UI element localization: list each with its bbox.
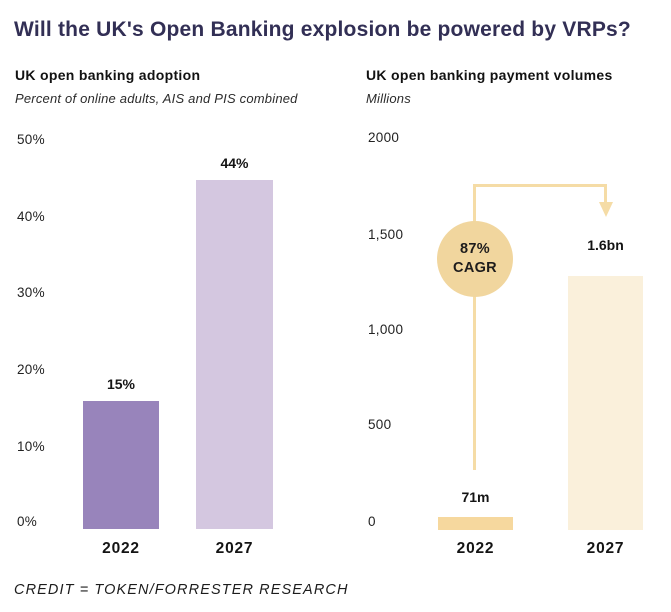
cagr-annotation-line2: CAGR xyxy=(453,260,497,276)
adoption-value-label-2022: 15% xyxy=(106,376,136,392)
cagr-annotation-badge: 87% CAGR xyxy=(437,221,513,297)
volumes-chart-subtitle: Millions xyxy=(366,91,411,106)
cagr-arrow-left-segment xyxy=(473,184,476,470)
adoption-y-tick-50: 50% xyxy=(17,132,45,147)
adoption-bar-2022 xyxy=(83,401,159,529)
volumes-category-2022: 2022 xyxy=(456,540,495,557)
adoption-category-2027: 2027 xyxy=(215,540,254,557)
cagr-arrow-head-icon xyxy=(599,202,613,217)
adoption-y-tick-20: 20% xyxy=(17,362,45,377)
volumes-category-2027: 2027 xyxy=(586,540,625,557)
volumes-y-tick-500: 500 xyxy=(368,417,392,432)
page-title: Will the UK's Open Banking explosion be … xyxy=(14,18,631,41)
volumes-bar-2022 xyxy=(438,516,513,530)
volumes-value-label-2027: 1.6bn xyxy=(587,237,624,253)
adoption-y-tick-30: 30% xyxy=(17,285,45,300)
volumes-bar-2027 xyxy=(568,275,643,530)
volumes-chart-title: UK open banking payment volumes xyxy=(366,67,613,83)
adoption-chart-title: UK open banking adoption xyxy=(15,67,201,83)
adoption-bar-2027 xyxy=(196,180,273,529)
volumes-y-tick-2000: 2000 xyxy=(368,130,400,145)
adoption-y-tick-40: 40% xyxy=(17,209,45,224)
volumes-value-label-2022: 71m xyxy=(461,489,490,505)
adoption-value-label-2027: 44% xyxy=(220,155,249,171)
volumes-y-tick-1000: 1,000 xyxy=(368,322,404,337)
cagr-arrow-right-segment xyxy=(604,184,607,204)
cagr-annotation-line1: 87% xyxy=(460,241,490,257)
credit-line: CREDIT = TOKEN/FORRESTER RESEARCH xyxy=(14,582,349,598)
adoption-y-tick-10: 10% xyxy=(17,439,45,454)
adoption-category-2022: 2022 xyxy=(102,540,140,557)
adoption-y-tick-0: 0% xyxy=(17,514,38,529)
adoption-chart-subtitle: Percent of online adults, AIS and PIS co… xyxy=(15,91,298,106)
volumes-y-tick-1500: 1,500 xyxy=(368,227,404,242)
volumes-y-tick-0: 0 xyxy=(368,514,376,529)
cagr-arrow-top-segment xyxy=(473,184,607,187)
